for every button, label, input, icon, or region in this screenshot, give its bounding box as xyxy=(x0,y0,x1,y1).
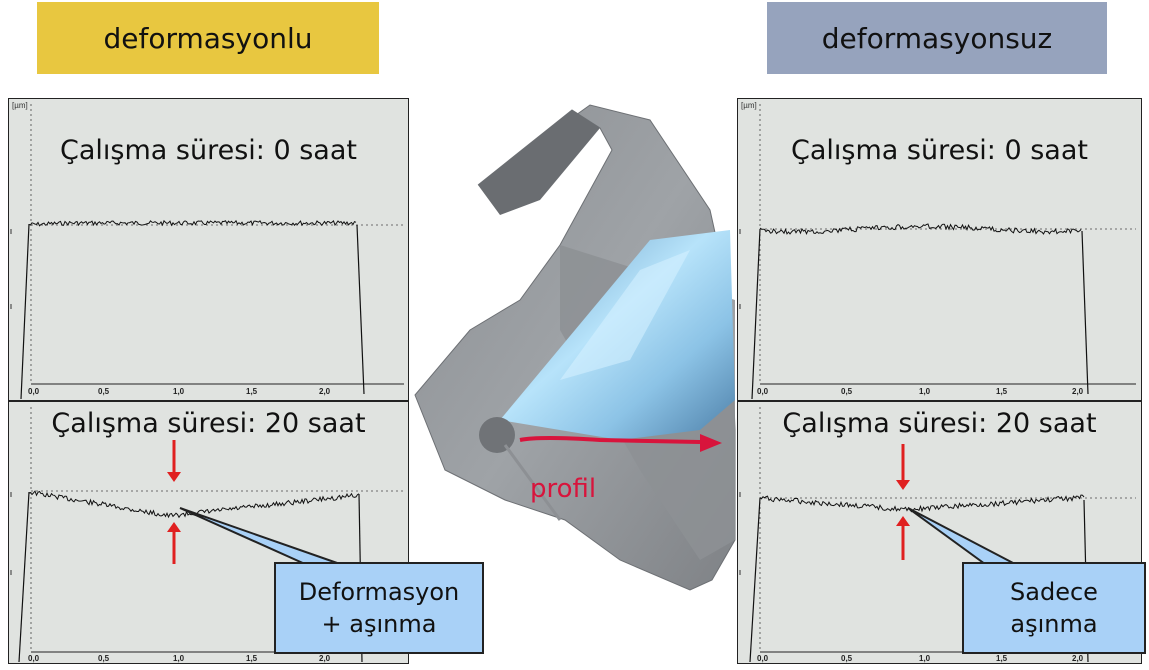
x-tick-label: 2,0 xyxy=(1072,654,1084,663)
x-tick-label: 0,0 xyxy=(28,654,40,663)
x-tick-label: 1,5 xyxy=(996,654,1008,663)
panel-title: Çalışma süresi: 20 saat xyxy=(51,408,366,439)
profile-trace xyxy=(20,223,30,400)
callout-line: aşınma xyxy=(1010,610,1098,638)
header-deformed: deformasyonlu xyxy=(37,2,379,74)
x-tick-label: 2,0 xyxy=(319,654,331,663)
panel-title: Çalışma süresi: 0 saat xyxy=(791,135,1088,166)
profile-trace-drop xyxy=(1081,230,1089,395)
x-tick-label: 1,0 xyxy=(173,654,185,663)
x-tick-label: 2,0 xyxy=(319,387,331,396)
header-undeformed-label: deformasyonsuz xyxy=(821,21,1053,55)
x-tick-label: 1,5 xyxy=(996,387,1008,396)
callout-deformation-wear: Deformasyon + aşınma xyxy=(274,562,484,654)
header-deformed-label: deformasyonlu xyxy=(103,21,313,55)
x-tick-label: 0,5 xyxy=(841,654,853,663)
arrow-up-icon xyxy=(167,522,181,532)
callout-line: + aşınma xyxy=(321,610,437,638)
arrow-down-icon xyxy=(167,472,181,482)
x-tick-label: 0,0 xyxy=(28,387,40,396)
unit-label: [µm] xyxy=(12,101,28,110)
x-tick-label: 1,0 xyxy=(919,654,931,663)
x-tick-label: 2,0 xyxy=(1072,387,1084,396)
x-tick-label: 1,5 xyxy=(246,387,258,396)
unit-label: [µm] xyxy=(741,101,757,110)
profile-trace-drop xyxy=(356,224,365,395)
callout-only-wear: Sadece aşınma xyxy=(962,562,1146,654)
panel-title: Çalışma süresi: 20 saat xyxy=(782,408,1097,439)
callout-line: Deformasyon xyxy=(298,577,460,606)
profile-label: profil xyxy=(530,474,597,504)
cone-highlight xyxy=(560,250,690,380)
profile-trace-worn xyxy=(759,494,1085,513)
x-tick-label: 0,0 xyxy=(757,654,769,663)
housing-top-face xyxy=(478,110,600,215)
x-tick-label: 0,5 xyxy=(98,654,110,663)
profile-trace-rise xyxy=(751,228,761,400)
profile-trace-rise xyxy=(18,491,30,663)
profile-trace-top xyxy=(28,219,357,227)
profile-arrowhead xyxy=(700,434,722,452)
x-tick-label: 1,0 xyxy=(919,387,931,396)
x-tick-label: 0,5 xyxy=(841,387,853,396)
callout-line: Sadece xyxy=(1010,577,1098,606)
profile-arrow xyxy=(519,436,701,444)
x-tick-label: 0,5 xyxy=(98,387,110,396)
panel-title: Çalışma süresi: 0 saat xyxy=(60,135,357,166)
profile-trace-rise xyxy=(749,497,761,663)
x-tick-label: 1,5 xyxy=(246,654,258,663)
chart-deformed-0h: [µm] Çalışma süresi: 0 saat 0,0 0,5 1,0 … xyxy=(8,98,409,401)
arrow-down-icon xyxy=(896,480,910,490)
header-undeformed: deformasyonsuz xyxy=(767,2,1107,74)
profile-trace-worn xyxy=(28,490,360,519)
x-tick-label: 1,0 xyxy=(173,387,185,396)
arrow-up-icon xyxy=(896,516,910,526)
cone-tip xyxy=(479,417,515,453)
chart-undeformed-0h: [µm] Çalışma süresi: 0 saat 0,0 0,5 1,0 … xyxy=(737,98,1142,401)
x-tick-label: 0,0 xyxy=(757,387,769,396)
needle-line xyxy=(503,444,562,521)
profile-trace-top xyxy=(759,223,1082,235)
